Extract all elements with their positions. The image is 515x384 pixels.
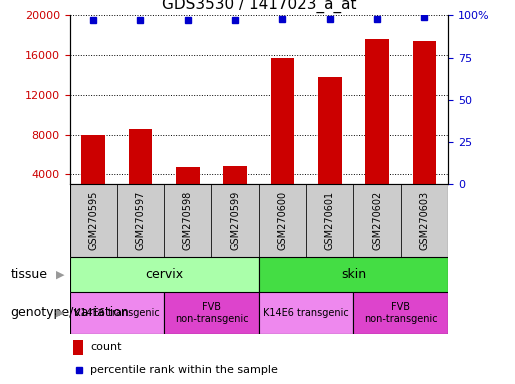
Text: GSM270595: GSM270595 (88, 191, 98, 250)
Bar (413, 41, 436, 214)
Bar (70, 184, 117, 257)
Bar (259, 184, 306, 257)
Text: count: count (90, 342, 122, 352)
Text: tissue: tissue (10, 268, 47, 281)
Text: GSM270601: GSM270601 (325, 191, 335, 250)
Bar (164, 184, 212, 257)
Bar (259, 292, 353, 334)
Bar (318, 77, 341, 214)
Bar (70, 292, 164, 334)
Text: GSM270597: GSM270597 (135, 191, 146, 250)
Bar (259, 257, 448, 292)
Title: GDS3530 / 1417023_a_at: GDS3530 / 1417023_a_at (162, 0, 356, 13)
Bar (73, 340, 83, 355)
Bar (401, 184, 448, 257)
Text: FVB
non-transgenic: FVB non-transgenic (175, 302, 248, 324)
Text: K14E6 transgenic: K14E6 transgenic (263, 308, 349, 318)
Bar (224, 166, 247, 214)
Text: GSM270599: GSM270599 (230, 191, 240, 250)
Bar (70, 257, 259, 292)
Bar (270, 58, 294, 214)
Text: GSM270598: GSM270598 (183, 191, 193, 250)
Text: FVB
non-transgenic: FVB non-transgenic (364, 302, 438, 324)
Text: GSM270603: GSM270603 (419, 191, 430, 250)
Bar (176, 167, 200, 214)
Bar (164, 292, 259, 334)
Bar (129, 129, 152, 214)
Text: skin: skin (341, 268, 366, 281)
Text: GSM270602: GSM270602 (372, 191, 382, 250)
Bar (365, 39, 389, 214)
Text: GSM270600: GSM270600 (278, 191, 287, 250)
Text: genotype/variation: genotype/variation (10, 306, 129, 319)
Text: K14E6 transgenic: K14E6 transgenic (74, 308, 160, 318)
Text: cervix: cervix (145, 268, 183, 281)
Bar (212, 184, 259, 257)
Bar (117, 184, 164, 257)
Bar (306, 184, 353, 257)
Text: ▶: ▶ (56, 270, 64, 280)
Text: ▶: ▶ (56, 308, 64, 318)
Bar (353, 292, 448, 334)
Bar (353, 184, 401, 257)
Bar (81, 135, 105, 214)
Text: percentile rank within the sample: percentile rank within the sample (90, 365, 278, 375)
